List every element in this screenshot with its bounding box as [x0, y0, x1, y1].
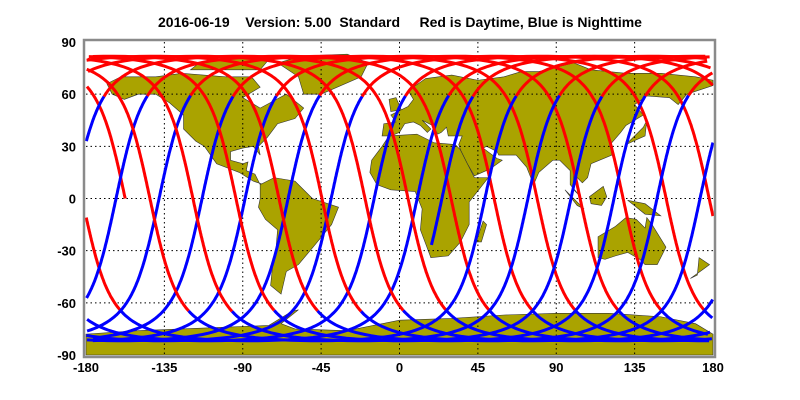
daytime-track-segment — [643, 59, 708, 97]
x-tick-label: -180 — [73, 360, 99, 375]
daytime-track-segment — [360, 54, 706, 312]
x-tick-label: -135 — [151, 360, 177, 375]
x-tick-label: 180 — [702, 360, 724, 375]
nighttime-track-segment — [660, 309, 709, 336]
x-tick-label: 0 — [396, 360, 403, 375]
daytime-track-segment — [231, 54, 577, 312]
daytime-track-segment — [87, 57, 234, 313]
daytime-track-segment — [471, 54, 712, 98]
daytime-track-segment — [88, 55, 276, 312]
y-tick-label: 60 — [62, 87, 76, 102]
map-title: 2016-06-19 Version: 5.00 Standard Red is… — [158, 14, 642, 30]
x-tick-label: -45 — [312, 360, 331, 375]
land-eurasia — [381, 62, 714, 197]
y-tick-label: -30 — [57, 244, 76, 259]
y-tick-label: -60 — [57, 296, 76, 311]
y-tick-label: 90 — [62, 35, 76, 50]
land-japan — [625, 120, 648, 145]
nighttime-track-segment — [92, 95, 278, 343]
plot-frame — [82, 38, 717, 359]
ground-tracks — [84, 54, 715, 343]
nighttime-track-segment — [187, 95, 518, 343]
nighttime-track-segment — [360, 94, 690, 343]
land-madagascar — [475, 220, 487, 243]
x-axis-ticks: -180 -135 -90 -45 0 45 90 135 180 — [73, 360, 724, 375]
daytime-track-segment — [189, 54, 534, 312]
daytime-track-segment — [275, 54, 621, 313]
nighttime-track-segment — [86, 95, 407, 343]
land-north-america — [106, 72, 305, 185]
y-tick-label: 30 — [62, 139, 76, 154]
nighttime-track-segment — [430, 95, 475, 246]
nighttime-track-segment — [86, 94, 321, 343]
daytime-track-segment — [600, 55, 710, 98]
y-axis-ticks: 90 60 30 0 -30 -60 -90 — [57, 35, 76, 363]
daytime-track-segment — [92, 54, 319, 312]
nighttime-track-segment — [703, 309, 714, 320]
daytime-track-segment — [687, 71, 714, 97]
nighttime-track-segment — [445, 298, 714, 343]
land-greenland — [276, 53, 369, 95]
daytime-track-segment — [146, 54, 492, 313]
x-tick-label: 135 — [624, 360, 646, 375]
x-tick-label: -90 — [233, 360, 252, 375]
nighttime-track-segment — [230, 94, 561, 343]
y-tick-label: -90 — [57, 348, 76, 363]
daytime-track-segment — [102, 54, 448, 312]
land-new-zealand — [690, 257, 711, 279]
land-new-guinea — [627, 199, 662, 217]
x-tick-label: 45 — [471, 360, 485, 375]
daytime-track-segment — [318, 54, 663, 312]
daytime-track-segment — [86, 54, 363, 313]
nighttime-track-segment — [273, 95, 604, 343]
land-south-america — [258, 177, 339, 295]
y-tick-label: 0 — [69, 192, 76, 207]
daytime-track-segment — [86, 67, 190, 312]
land-borneo — [589, 185, 608, 206]
daytime-track-segment — [84, 217, 123, 313]
nighttime-track-segment — [86, 95, 364, 343]
nighttime-track-segment — [84, 95, 106, 142]
x-tick-label: 90 — [549, 360, 563, 375]
daytime-track-segment — [87, 54, 405, 312]
nighttime-track-segment — [86, 94, 192, 333]
nighttime-track-segment — [316, 95, 647, 343]
